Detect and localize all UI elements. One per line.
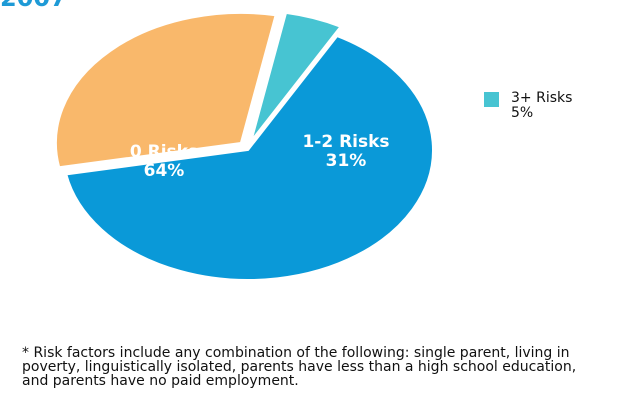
pie-slices (54, 11, 434, 281)
legend-label: 3+ Risks 5% (511, 91, 572, 121)
pie-slice-1-2-risks (54, 11, 277, 169)
legend-series-value: 5% (511, 105, 534, 121)
slice-percent-label: 64% (144, 161, 185, 181)
legend-item-3plus-risks: 3+ Risks 5% (484, 91, 572, 121)
legend-series-name: 3+ Risks (511, 90, 573, 106)
footnote: * Risk factors include any combination o… (22, 345, 577, 389)
page-title: 2007 (0, 0, 67, 10)
legend: 3+ Risks 5% (484, 91, 572, 121)
pie-slice-3-risks (250, 11, 343, 142)
slice-label: 1-2 Risks (302, 132, 389, 152)
slice-label: 0 Risks (130, 142, 198, 162)
pie-slice-0-risks (65, 34, 434, 281)
legend-swatch (484, 92, 499, 107)
slice-percent-label: 31% (326, 151, 367, 171)
